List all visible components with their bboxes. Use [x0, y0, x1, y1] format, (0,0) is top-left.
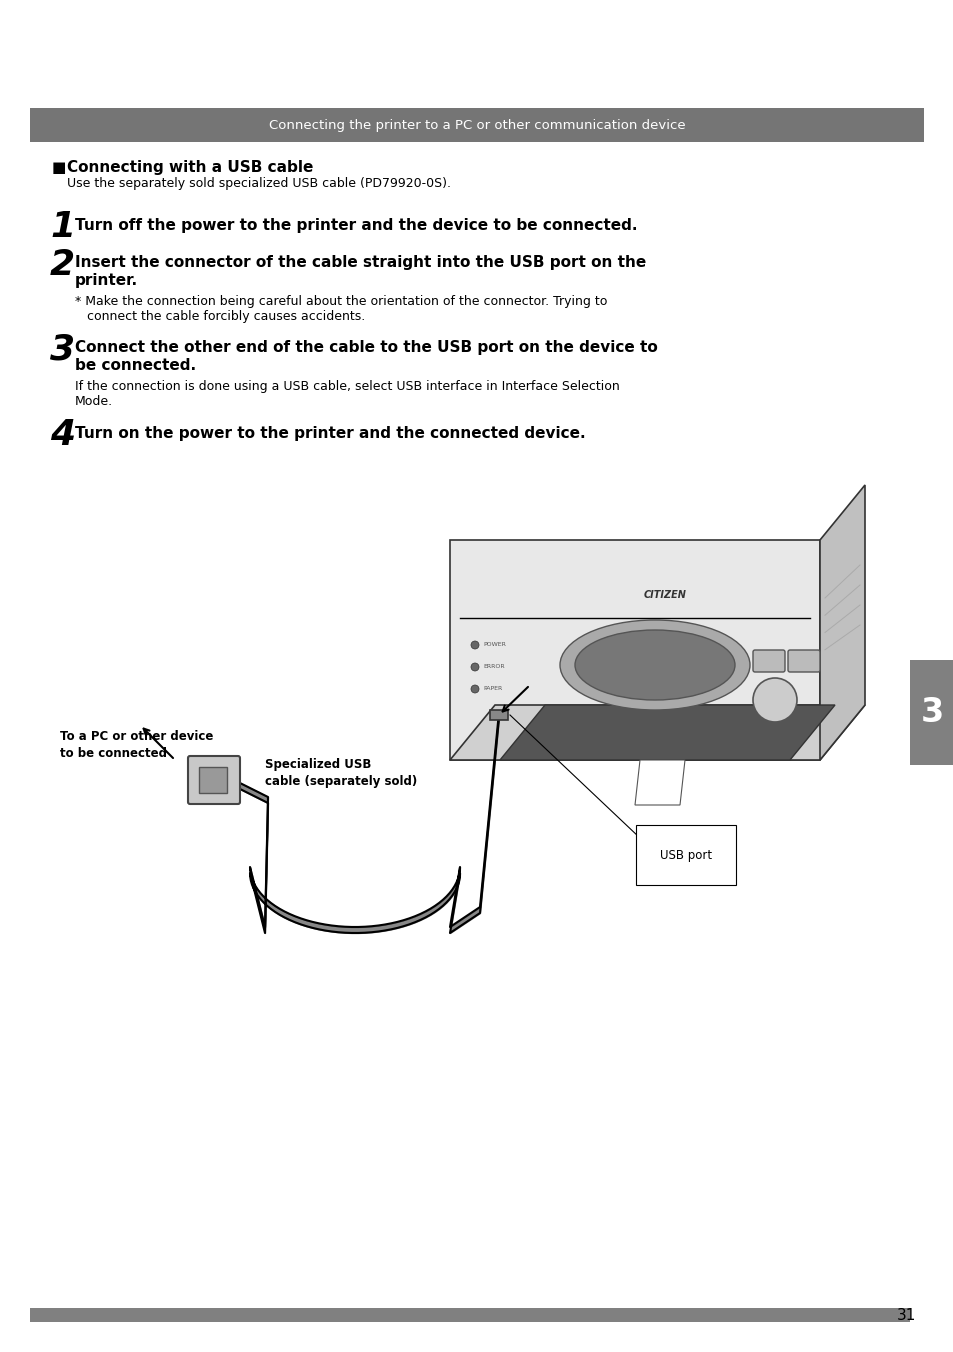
Polygon shape — [820, 485, 864, 760]
Text: 1: 1 — [50, 210, 75, 243]
Text: PAPER: PAPER — [482, 687, 501, 691]
Text: ERROR: ERROR — [482, 664, 504, 669]
Text: be connected.: be connected. — [75, 358, 196, 373]
FancyBboxPatch shape — [752, 650, 784, 672]
Text: ■: ■ — [52, 160, 67, 174]
Text: connect the cable forcibly causes accidents.: connect the cable forcibly causes accide… — [75, 310, 365, 323]
Text: Connecting the printer to a PC or other communication device: Connecting the printer to a PC or other … — [269, 119, 684, 131]
Text: USB port: USB port — [659, 849, 711, 861]
Text: 31: 31 — [896, 1307, 915, 1322]
Bar — [909, 660, 953, 765]
Text: 3: 3 — [50, 333, 75, 366]
Circle shape — [471, 641, 478, 649]
Text: 2: 2 — [50, 247, 75, 283]
Text: 3: 3 — [920, 696, 943, 729]
Text: Connect the other end of the cable to the USB port on the device to: Connect the other end of the cable to th… — [75, 339, 657, 356]
Text: Use the separately sold specialized USB cable (PD79920-0S).: Use the separately sold specialized USB … — [67, 177, 451, 191]
Text: Insert the connector of the cable straight into the USB port on the: Insert the connector of the cable straig… — [75, 256, 645, 270]
Text: Turn off the power to the printer and the device to be connected.: Turn off the power to the printer and th… — [75, 218, 637, 233]
Text: POWER: POWER — [482, 642, 505, 648]
Polygon shape — [450, 704, 864, 760]
Circle shape — [752, 677, 796, 722]
FancyBboxPatch shape — [787, 650, 820, 672]
Text: To a PC or other device: To a PC or other device — [60, 730, 213, 744]
Text: CITIZEN: CITIZEN — [643, 589, 686, 600]
FancyBboxPatch shape — [188, 756, 240, 804]
Bar — [30, 108, 923, 142]
Text: to be connected: to be connected — [60, 748, 167, 760]
Text: Specialized USB: Specialized USB — [265, 758, 371, 771]
Polygon shape — [635, 760, 684, 804]
Text: * Make the connection being careful about the orientation of the connector. Tryi: * Make the connection being careful abou… — [75, 295, 607, 308]
Text: Connecting with a USB cable: Connecting with a USB cable — [67, 160, 313, 174]
FancyBboxPatch shape — [199, 767, 227, 794]
Circle shape — [471, 685, 478, 694]
Text: Turn on the power to the printer and the connected device.: Turn on the power to the printer and the… — [75, 426, 585, 441]
Text: cable (separately sold): cable (separately sold) — [265, 775, 416, 788]
Ellipse shape — [559, 621, 749, 710]
Text: 4: 4 — [50, 418, 75, 452]
Text: printer.: printer. — [75, 273, 138, 288]
Circle shape — [471, 662, 478, 671]
Polygon shape — [499, 704, 834, 760]
Polygon shape — [450, 539, 820, 760]
Text: Mode.: Mode. — [75, 395, 113, 408]
Ellipse shape — [575, 630, 734, 700]
Text: If the connection is done using a USB cable, select USB interface in Interface S: If the connection is done using a USB ca… — [75, 380, 619, 393]
Bar — [30, 1307, 909, 1322]
FancyBboxPatch shape — [490, 710, 507, 721]
